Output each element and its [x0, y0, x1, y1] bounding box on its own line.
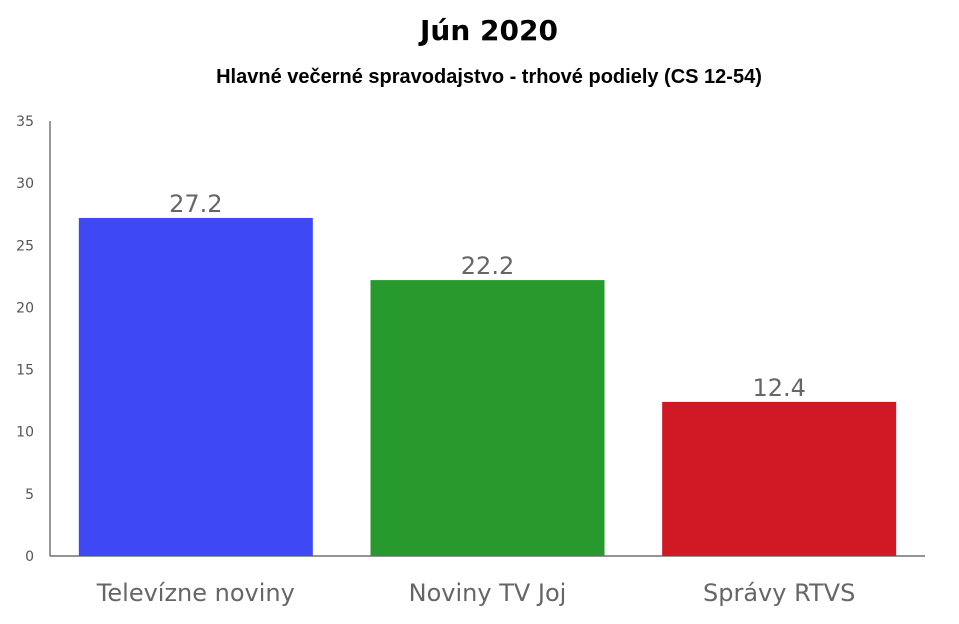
x-tick-label: Noviny TV Joj — [409, 579, 567, 607]
data-label: 12.4 — [752, 374, 805, 402]
bar — [662, 401, 897, 556]
y-tick-label: 10 — [16, 425, 34, 441]
y-tick-label: 0 — [25, 549, 34, 565]
y-tick-label: 35 — [16, 114, 34, 130]
x-tick-labels: Televízne noviny Noviny TV Joj Správy RTVS — [96, 579, 856, 607]
y-tick-label: 15 — [16, 363, 34, 379]
x-tick-label: Správy RTVS — [703, 579, 855, 607]
chart-title: Jún 2020 — [418, 14, 558, 47]
y-axis: 0 5 10 15 20 25 30 35 — [16, 114, 51, 565]
y-tick-label: 20 — [16, 300, 34, 316]
bar — [78, 217, 313, 556]
chart-subtitle: Hlavné večerné spravodajstvo - trhové po… — [216, 66, 762, 88]
x-tick-label: Televízne noviny — [96, 579, 295, 607]
bar — [370, 280, 605, 556]
data-label: 27.2 — [169, 190, 222, 218]
y-tick-label: 25 — [16, 238, 34, 254]
y-tick-label: 30 — [16, 176, 34, 192]
y-tick-labels: 0 5 10 15 20 25 30 35 — [16, 114, 34, 565]
data-label: 22.2 — [461, 252, 514, 280]
bars — [78, 217, 897, 556]
y-tick-label: 5 — [25, 487, 34, 503]
data-labels: 27.2 22.2 12.4 — [169, 190, 806, 402]
